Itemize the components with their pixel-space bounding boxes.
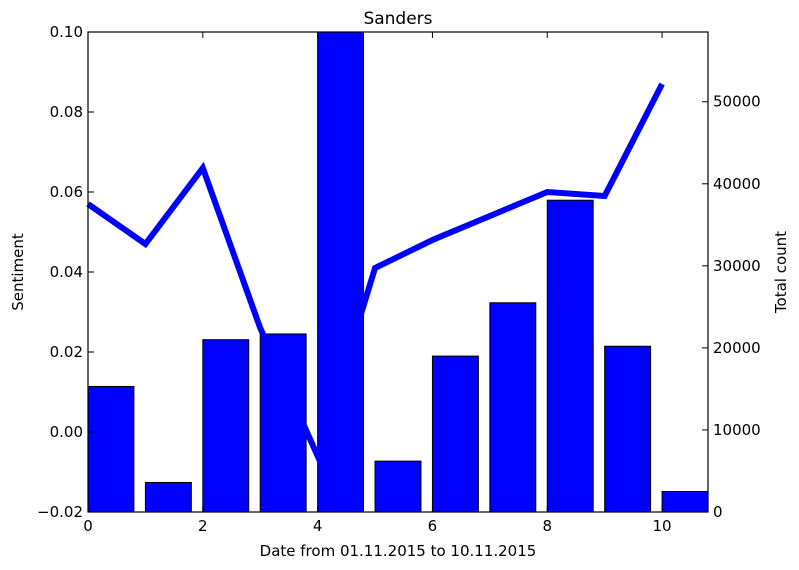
x-tick-label: 10 bbox=[653, 517, 672, 535]
y-right-tick-label: 50000 bbox=[713, 93, 761, 111]
y-right-tick-label: 40000 bbox=[713, 175, 761, 193]
chart-title: Sanders bbox=[363, 9, 432, 29]
line-series bbox=[86, 82, 665, 465]
x-tick-label: 4 bbox=[313, 517, 323, 535]
y-right-tick-label: 30000 bbox=[713, 257, 761, 275]
x-axis-label: Date from 01.11.2015 to 10.11.2015 bbox=[260, 542, 537, 560]
y-left-tick-label: 0.04 bbox=[50, 263, 83, 281]
x-tick-label: 8 bbox=[542, 517, 552, 535]
x-tick-label: 6 bbox=[428, 517, 438, 535]
bar bbox=[661, 490, 709, 513]
y-right-tick-label: 0 bbox=[713, 503, 723, 521]
bar bbox=[202, 339, 250, 513]
y-axis-left-label: Sentiment bbox=[9, 233, 27, 311]
y-left-tick-label: 0.06 bbox=[50, 183, 83, 201]
y-left-tick-label: 0.10 bbox=[50, 23, 83, 41]
y-axis-right: 0 10000 20000 30000 40000 50000 bbox=[702, 93, 761, 521]
sentiment-line bbox=[86, 82, 665, 465]
y-right-tick-label: 20000 bbox=[713, 339, 761, 357]
x-tick-label: 0 bbox=[83, 517, 93, 535]
y-axis-left: −0.02 0.00 0.02 0.04 0.06 0.08 0.10 bbox=[37, 23, 94, 521]
bar bbox=[259, 333, 307, 513]
y-left-tick-label: 0.02 bbox=[50, 343, 83, 361]
y-left-tick-label: −0.02 bbox=[37, 503, 83, 521]
bar bbox=[604, 345, 652, 513]
y-axis-right-label: Total count bbox=[772, 231, 790, 314]
bar bbox=[87, 385, 135, 513]
bar-series bbox=[87, 31, 709, 513]
y-left-tick-label: 0.08 bbox=[50, 103, 83, 121]
x-axis: 0 2 4 6 8 10 bbox=[83, 32, 672, 535]
x-tick-label: 2 bbox=[198, 517, 208, 535]
bar bbox=[144, 481, 192, 513]
bar bbox=[431, 355, 479, 513]
bar bbox=[489, 302, 537, 513]
y-right-tick-label: 10000 bbox=[713, 421, 761, 439]
bar bbox=[546, 199, 594, 513]
y-left-tick-label: 0.00 bbox=[50, 423, 83, 441]
bar bbox=[374, 460, 422, 513]
